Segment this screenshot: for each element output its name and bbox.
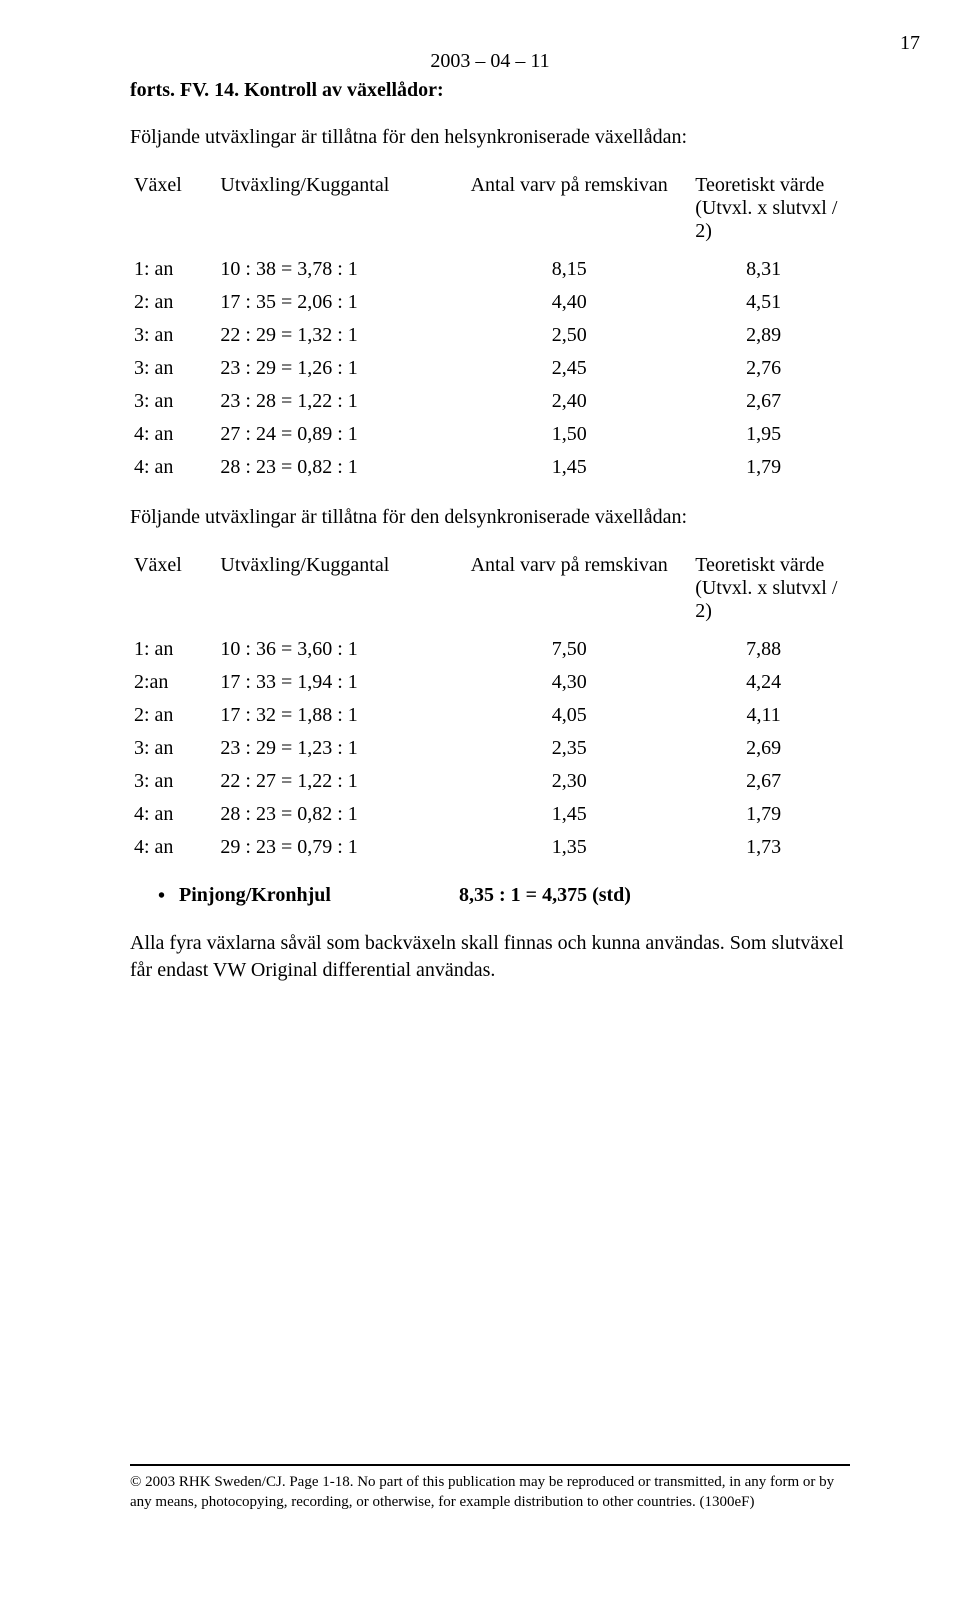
cell-ratio: 17 : 35 = 2,06 : 1 <box>216 286 461 319</box>
cell-gear: 3: an <box>130 352 216 385</box>
cell-ratio: 22 : 27 = 1,22 : 1 <box>216 765 461 798</box>
cell-revs: 1,50 <box>461 418 677 451</box>
cell-gear: 1: an <box>130 633 216 666</box>
col-ratio: Utväxling/Kuggantal <box>216 549 461 633</box>
cell-theory: 1,95 <box>677 418 850 451</box>
cell-ratio: 29 : 23 = 0,79 : 1 <box>216 831 461 864</box>
cell-gear: 4: an <box>130 418 216 451</box>
cell-revs: 1,45 <box>461 451 677 484</box>
cell-ratio: 23 : 29 = 1,23 : 1 <box>216 732 461 765</box>
col-gear: Växel <box>130 169 216 253</box>
cell-gear: 3: an <box>130 765 216 798</box>
cell-theory: 8,31 <box>677 253 850 286</box>
col-theory: Teoretiskt värde (Utvxl. x slutvxl / 2) <box>677 169 850 253</box>
cell-theory: 7,88 <box>677 633 850 666</box>
table-row: 2: an17 : 32 = 1,88 : 14,054,11 <box>130 699 850 732</box>
cell-theory: 1,79 <box>677 451 850 484</box>
cell-gear: 4: an <box>130 831 216 864</box>
table-row: 3: an23 : 29 = 1,23 : 12,352,69 <box>130 732 850 765</box>
cell-gear: 4: an <box>130 798 216 831</box>
cell-gear: 3: an <box>130 319 216 352</box>
table-header-row: Växel Utväxling/Kuggantal Antal varv på … <box>130 169 850 253</box>
cell-revs: 2,45 <box>461 352 677 385</box>
cell-gear: 3: an <box>130 732 216 765</box>
cell-revs: 2,50 <box>461 319 677 352</box>
cell-revs: 2,35 <box>461 732 677 765</box>
cell-theory: 2,76 <box>677 352 850 385</box>
gear-table-2: Växel Utväxling/Kuggantal Antal varv på … <box>130 549 850 864</box>
cell-revs: 8,15 <box>461 253 677 286</box>
cell-revs: 1,45 <box>461 798 677 831</box>
cell-ratio: 10 : 36 = 3,60 : 1 <box>216 633 461 666</box>
table-row: 3: an23 : 29 = 1,26 : 12,452,76 <box>130 352 850 385</box>
cell-gear: 1: an <box>130 253 216 286</box>
col-theory: Teoretiskt värde (Utvxl. x slutvxl / 2) <box>677 549 850 633</box>
cell-revs: 4,40 <box>461 286 677 319</box>
table-row: 2:an17 : 33 = 1,94 : 14,304,24 <box>130 666 850 699</box>
cell-theory: 2,89 <box>677 319 850 352</box>
document-date: 2003 – 04 – 11 <box>130 50 850 73</box>
cell-ratio: 28 : 23 = 0,82 : 1 <box>216 451 461 484</box>
cell-ratio: 17 : 32 = 1,88 : 1 <box>216 699 461 732</box>
table-row: 3: an22 : 27 = 1,22 : 12,302,67 <box>130 765 850 798</box>
col-revs: Antal varv på remskivan <box>461 169 677 253</box>
cell-gear: 3: an <box>130 385 216 418</box>
table-row: 3: an22 : 29 = 1,32 : 12,502,89 <box>130 319 850 352</box>
bullet-icon: • <box>158 884 165 908</box>
cell-theory: 1,73 <box>677 831 850 864</box>
col-revs: Antal varv på remskivan <box>461 549 677 633</box>
cell-theory: 2,67 <box>677 385 850 418</box>
cell-ratio: 28 : 23 = 0,82 : 1 <box>216 798 461 831</box>
col-gear: Växel <box>130 549 216 633</box>
table-row: 3: an23 : 28 = 1,22 : 12,402,67 <box>130 385 850 418</box>
table-row: 4: an28 : 23 = 0,82 : 11,451,79 <box>130 451 850 484</box>
cell-theory: 4,24 <box>677 666 850 699</box>
table-row: 1: an10 : 36 = 3,60 : 17,507,88 <box>130 633 850 666</box>
table-row: 4: an29 : 23 = 0,79 : 11,351,73 <box>130 831 850 864</box>
section-heading: forts. FV. 14. Kontroll av växellådor: <box>130 79 850 102</box>
cell-ratio: 22 : 29 = 1,32 : 1 <box>216 319 461 352</box>
cell-theory: 2,69 <box>677 732 850 765</box>
cell-theory: 1,79 <box>677 798 850 831</box>
closing-paragraph: Alla fyra växlarna såväl som backväxeln … <box>130 930 850 984</box>
cell-theory: 4,11 <box>677 699 850 732</box>
cell-gear: 4: an <box>130 451 216 484</box>
table-row: 1: an10 : 38 = 3,78 : 18,158,31 <box>130 253 850 286</box>
table-row: 4: an27 : 24 = 0,89 : 11,501,95 <box>130 418 850 451</box>
cell-revs: 2,30 <box>461 765 677 798</box>
cell-revs: 2,40 <box>461 385 677 418</box>
cell-ratio: 10 : 38 = 3,78 : 1 <box>216 253 461 286</box>
col-theory-line1: Teoretiskt värde <box>695 554 824 576</box>
pinion-label: Pinjong/Kronhjul <box>179 884 459 907</box>
table-row: 2: an17 : 35 = 2,06 : 14,404,51 <box>130 286 850 319</box>
cell-gear: 2:an <box>130 666 216 699</box>
cell-revs: 4,30 <box>461 666 677 699</box>
footer-copyright: © 2003 RHK Sweden/CJ. Page 1-18. No part… <box>130 1464 850 1513</box>
cell-theory: 2,67 <box>677 765 850 798</box>
cell-revs: 4,05 <box>461 699 677 732</box>
table-header-row: Växel Utväxling/Kuggantal Antal varv på … <box>130 549 850 633</box>
col-theory-line1: Teoretiskt värde <box>695 174 824 196</box>
table-row: 4: an28 : 23 = 0,82 : 11,451,79 <box>130 798 850 831</box>
cell-revs: 1,35 <box>461 831 677 864</box>
intro-paragraph-1: Följande utväxlingar är tillåtna för den… <box>130 124 850 151</box>
page-number: 17 <box>900 32 920 55</box>
cell-ratio: 23 : 28 = 1,22 : 1 <box>216 385 461 418</box>
cell-gear: 2: an <box>130 286 216 319</box>
cell-theory: 4,51 <box>677 286 850 319</box>
gear-table-1: Växel Utväxling/Kuggantal Antal varv på … <box>130 169 850 484</box>
cell-ratio: 23 : 29 = 1,26 : 1 <box>216 352 461 385</box>
col-theory-line2: (Utvxl. x slutvxl / 2) <box>695 577 837 622</box>
col-ratio: Utväxling/Kuggantal <box>216 169 461 253</box>
pinion-value: 8,35 : 1 = 4,375 (std) <box>459 884 631 907</box>
pinion-bullet: • Pinjong/Kronhjul 8,35 : 1 = 4,375 (std… <box>158 884 850 908</box>
col-theory-line2: (Utvxl. x slutvxl / 2) <box>695 197 837 242</box>
cell-ratio: 17 : 33 = 1,94 : 1 <box>216 666 461 699</box>
cell-ratio: 27 : 24 = 0,89 : 1 <box>216 418 461 451</box>
cell-gear: 2: an <box>130 699 216 732</box>
cell-revs: 7,50 <box>461 633 677 666</box>
intro-paragraph-2: Följande utväxlingar är tillåtna för den… <box>130 504 850 531</box>
